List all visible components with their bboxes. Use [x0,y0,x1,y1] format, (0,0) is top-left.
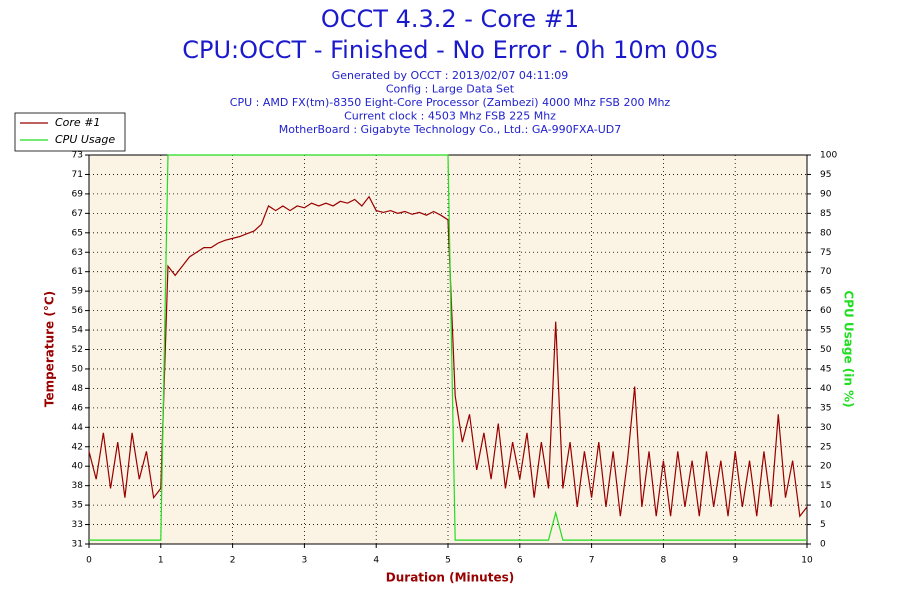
x-tick-label: 7 [589,556,595,566]
y-tick-label: 31 [72,540,83,550]
x-tick-label: 3 [302,556,308,566]
y-tick-label: 35 [72,501,83,511]
y-tick-label: 54 [72,326,84,336]
y2-tick-label: 85 [820,209,831,219]
legend-box [14,112,126,152]
y2-tick-label: 5 [820,520,826,530]
y2-tick-label: 45 [820,364,831,374]
y-tick-label: 63 [72,248,83,258]
plot-background [89,155,807,544]
y-tick-label: 42 [72,442,83,452]
y-tick-label: 46 [72,403,84,413]
y-tick-label: 52 [72,345,83,355]
y-tick-label: 67 [72,209,83,219]
y2-tick-label: 65 [820,287,831,297]
header-info: Generated by OCCT : 2013/02/07 04:11:09 [332,69,569,82]
x-tick-label: 6 [517,556,523,566]
y-tick-label: 44 [72,423,84,433]
y2-tick-label: 75 [820,248,831,258]
y-tick-label: 73 [72,151,83,161]
y-tick-label: 50 [72,364,84,374]
header-info: Current clock : 4503 Mhz FSB 225 Mhz [344,110,556,123]
series-line [88,195,808,518]
y-tick-label: 48 [72,384,84,394]
y-tick-label: 56 [72,306,84,316]
chart-subtitle: CPU:OCCT - Finished - No Error - 0h 10m … [182,36,718,64]
y2-tick-label: 90 [820,189,832,199]
header-info: CPU : AMD FX(tm)-8350 Eight-Core Process… [230,96,671,109]
x-tick-label: 1 [158,556,164,566]
y2-tick-label: 0 [820,540,826,550]
y-tick-label: 71 [72,170,83,180]
x-tick-label: 4 [373,556,379,566]
y2-tick-label: 50 [820,345,832,355]
chart-title: OCCT 4.3.2 - Core #1 [321,5,579,33]
x-tick-label: 10 [801,556,813,566]
y2-tick-label: 95 [820,170,831,180]
x-tick-label: 8 [661,556,667,566]
series-line [89,154,807,541]
legend-label: Core #1 [55,116,100,129]
x-tick-label: 9 [732,556,738,566]
legend-label: CPU Usage [55,133,115,146]
y2-tick-label: 40 [820,384,832,394]
y2-tick-label: 25 [820,442,831,452]
header-info: Config : Large Data Set [386,83,515,96]
y2-tick-label: 30 [820,423,832,433]
y-tick-label: 38 [72,481,84,491]
y2-tick-label: 60 [820,306,832,316]
y2-tick-label: 70 [820,267,832,277]
y2-tick-label: 15 [820,481,831,491]
header-info: MotherBoard : Gigabyte Technology Co., L… [279,123,622,136]
y-tick-label: 59 [72,287,84,297]
y-tick-label: 40 [72,462,84,472]
y-axis-label: Temperature (°C) [43,291,57,407]
y-tick-label: 33 [72,520,83,530]
y2-tick-label: 35 [820,403,831,413]
x-tick-label: 5 [445,556,451,566]
x-axis-label: Duration (Minutes) [386,571,514,585]
y-tick-label: 61 [72,267,83,277]
y2-tick-label: 55 [820,326,831,336]
y2-tick-label: 10 [820,501,832,511]
y2-tick-label: 100 [820,151,837,161]
y-tick-label: 65 [72,228,83,238]
x-tick-label: 2 [230,556,236,566]
y2-tick-label: 20 [820,462,832,472]
y-tick-label: 69 [72,189,84,199]
x-tick-label: 0 [86,556,92,566]
y2-tick-label: 80 [820,228,832,238]
y2-axis-label: CPU Usage (in %) [842,290,856,407]
